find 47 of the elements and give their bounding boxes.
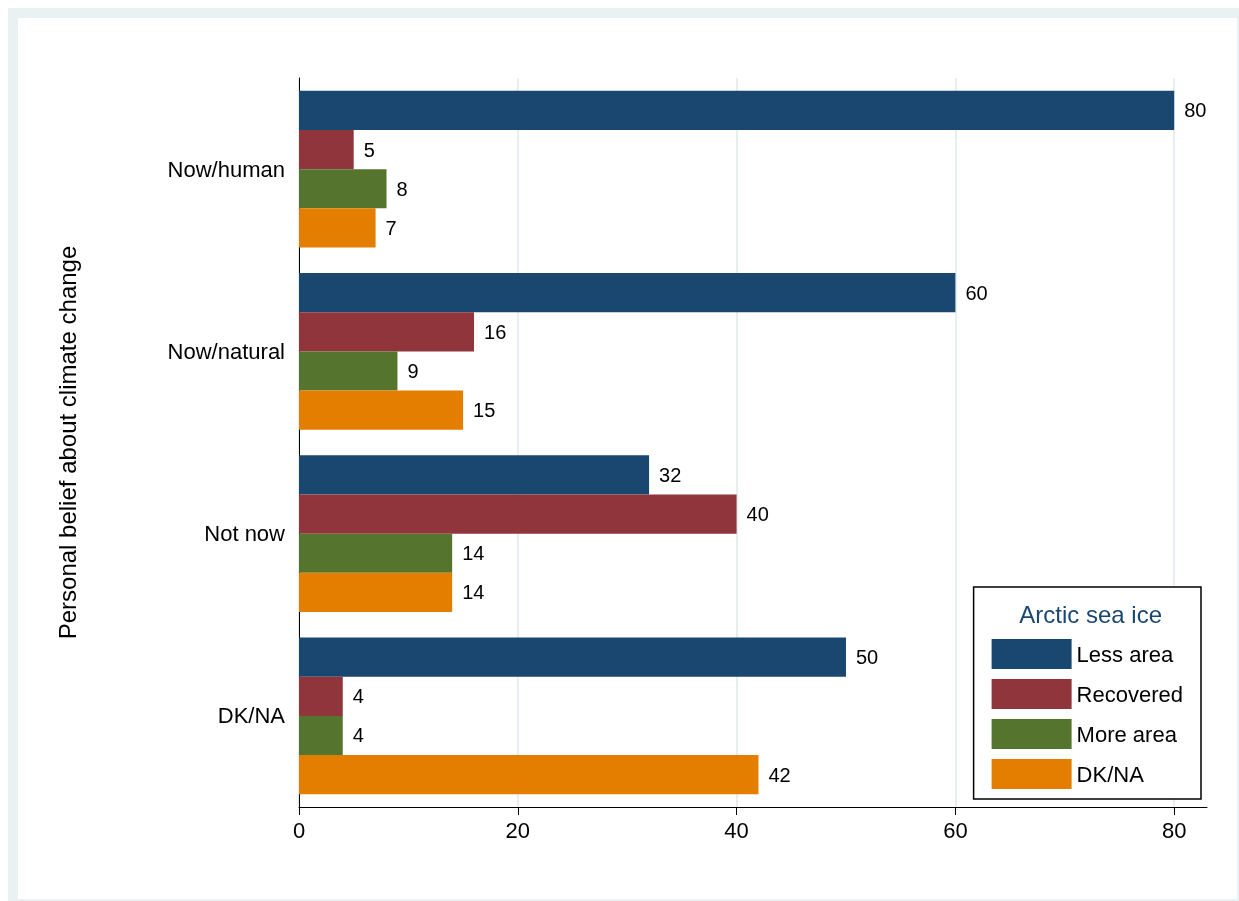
data-label: 50 <box>855 646 879 669</box>
bar <box>299 715 343 756</box>
data-label: 8 <box>396 177 408 200</box>
data-label: 4 <box>352 724 364 747</box>
x-tick-label: 0 <box>292 817 306 843</box>
bar <box>299 676 343 716</box>
y-tick-label: Now/natural <box>167 338 285 364</box>
data-label: 32 <box>659 463 682 486</box>
bar <box>299 312 475 352</box>
x-tick-label: 40 <box>724 817 749 843</box>
data-label: 5 <box>363 138 375 161</box>
data-label: 4 <box>352 685 364 708</box>
bar <box>299 637 846 677</box>
legend-title: Arctic sea ice <box>1019 600 1163 628</box>
bar <box>299 390 464 430</box>
bar <box>299 572 453 612</box>
bar <box>299 273 956 313</box>
data-label: 14 <box>462 581 485 604</box>
bar <box>299 351 398 391</box>
data-label: 42 <box>768 763 791 786</box>
y-tick-label: Not now <box>204 521 286 547</box>
data-label: 15 <box>473 399 496 422</box>
bar <box>299 455 650 495</box>
x-tick-label: 60 <box>943 817 968 843</box>
data-label: 40 <box>746 503 769 526</box>
legend-label: Recovered <box>1076 681 1183 707</box>
bar <box>299 129 354 170</box>
data-label: 14 <box>462 542 485 565</box>
x-tick-label: 80 <box>1161 817 1187 843</box>
data-label: 9 <box>407 359 419 382</box>
bar <box>299 208 376 248</box>
legend-label: Less area <box>1076 641 1174 667</box>
y-tick-label: Now/human <box>167 156 285 182</box>
data-label: 80 <box>1184 99 1207 122</box>
bar <box>299 169 387 209</box>
y-tick-label: DK/NA <box>217 703 286 729</box>
bar <box>299 755 759 795</box>
bar <box>299 90 1175 130</box>
bar <box>299 533 453 573</box>
y-axis-title: Personal belief about climate change <box>53 245 81 640</box>
legend-label: More area <box>1076 721 1178 747</box>
legend-label: DK/NA <box>1076 761 1145 787</box>
data-label: 16 <box>484 320 507 343</box>
data-label: 7 <box>385 216 397 239</box>
x-tick-label: 20 <box>505 817 531 843</box>
bar <box>299 494 737 534</box>
data-label: 60 <box>965 281 988 304</box>
